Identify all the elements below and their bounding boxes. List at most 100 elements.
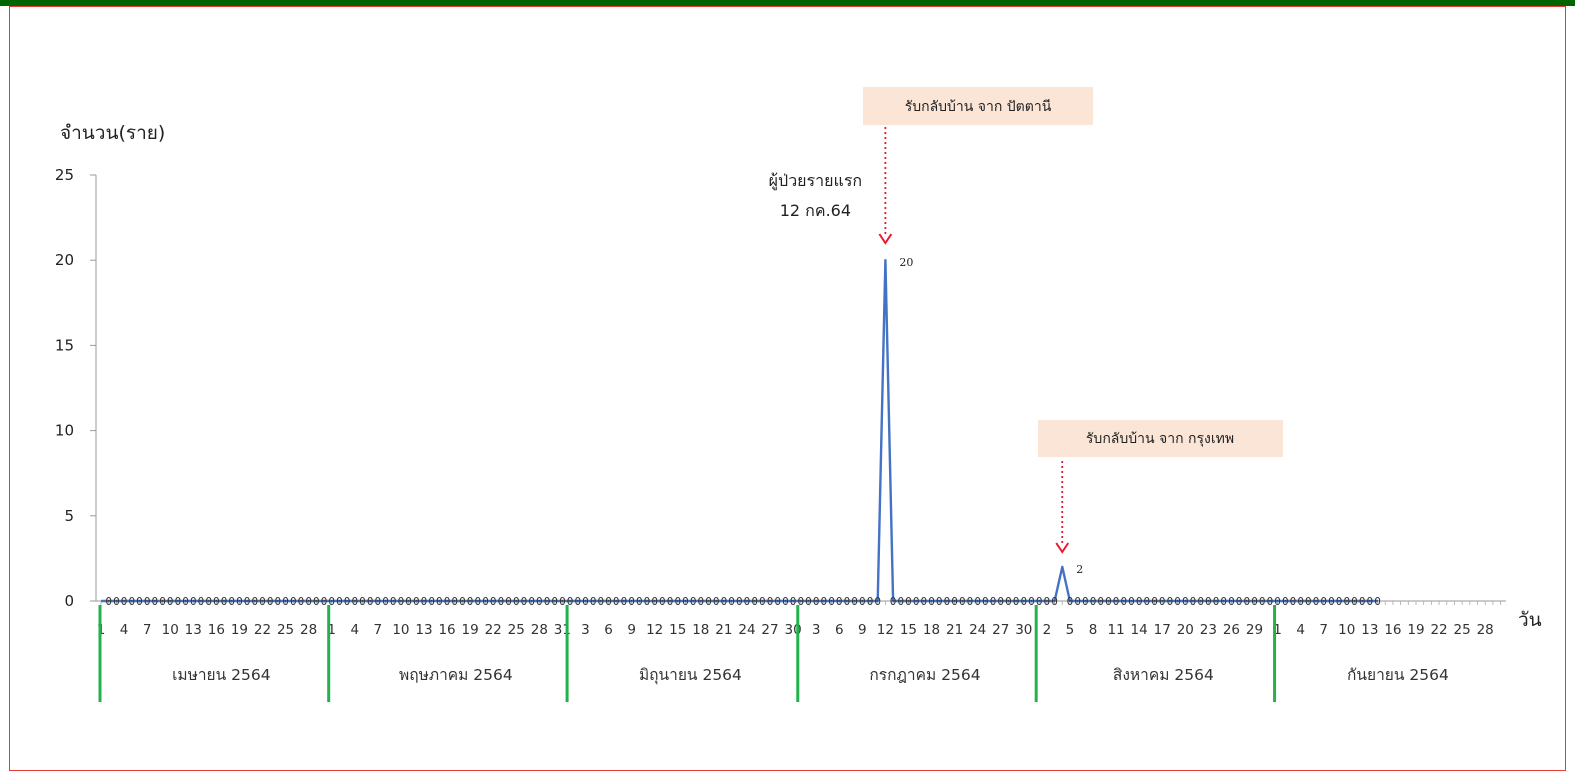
zero-label: 0 — [890, 595, 897, 608]
y-tick-label: 15 — [55, 336, 74, 354]
x-tick-label: 23 — [1200, 622, 1217, 638]
zero-label: 0 — [1082, 595, 1089, 608]
zero-label: 0 — [874, 595, 881, 608]
zero-label: 0 — [136, 595, 143, 608]
zero-label: 0 — [1343, 595, 1350, 608]
zero-label: 0 — [536, 595, 543, 608]
x-tick-label: 16 — [208, 622, 225, 638]
x-tick-label: 5 — [1066, 622, 1075, 638]
x-tick-label: 22 — [254, 622, 271, 638]
x-tick-label: 28 — [531, 622, 548, 638]
zero-label: 0 — [759, 595, 766, 608]
zero-label: 0 — [1236, 595, 1243, 608]
y-tick-label: 5 — [64, 507, 74, 525]
zero-label: 0 — [1167, 595, 1174, 608]
zero-label: 0 — [1128, 595, 1135, 608]
x-tick-label: 11 — [1107, 622, 1124, 638]
zero-label: 0 — [1320, 595, 1327, 608]
series-layer: 20 2 — [101, 256, 1378, 603]
x-tick-label: 3 — [812, 622, 821, 638]
zero-label: 0 — [359, 595, 366, 608]
zero-label: 0 — [1120, 595, 1127, 608]
zero-label: 0 — [451, 595, 458, 608]
zero-label: 0 — [436, 595, 443, 608]
zero-label: 0 — [990, 595, 997, 608]
zero-label: 0 — [251, 595, 258, 608]
data-label: 20 — [899, 256, 913, 269]
x-tick-label: 24 — [738, 622, 755, 638]
zero-label: 0 — [567, 595, 574, 608]
zero-label: 0 — [267, 595, 274, 608]
x-tick-label: 18 — [923, 622, 940, 638]
x-tick-label: 22 — [1430, 622, 1447, 638]
zero-label: 0 — [797, 595, 804, 608]
x-tick-label: 16 — [438, 622, 455, 638]
x-tick-label: 30 — [1015, 622, 1032, 638]
top-bar — [0, 0, 1575, 6]
zero-label: 0 — [928, 595, 935, 608]
zero-label: 0 — [582, 595, 589, 608]
month-label: พฤษภาคม 2564 — [399, 666, 513, 684]
zero-label: 0 — [336, 595, 343, 608]
arrow-head-bangkok — [1055, 542, 1070, 554]
zero-label: 0 — [1067, 595, 1074, 608]
zero-label: 0 — [828, 595, 835, 608]
x-tick-label: 7 — [143, 622, 152, 638]
x-tick-label: 19 — [1407, 622, 1424, 638]
x-tick-label: 9 — [627, 622, 636, 638]
zero-label: 0 — [1144, 595, 1151, 608]
x-tick-label: 4 — [1296, 622, 1305, 638]
zero-label: 0 — [205, 595, 212, 608]
x-tick-label: 17 — [1154, 622, 1171, 638]
x-tick-label: 22 — [485, 622, 502, 638]
zero-label: 0 — [598, 595, 605, 608]
zero-label: 0 — [1305, 595, 1312, 608]
x-tick-label: 28 — [1477, 622, 1494, 638]
zero-label: 0 — [213, 595, 220, 608]
zero-label: 0 — [628, 595, 635, 608]
x-tick-label: 1 — [327, 622, 336, 638]
axes — [95, 175, 1506, 602]
zero-label: 0 — [590, 595, 597, 608]
x-axis-title: วัน — [1518, 609, 1542, 631]
zero-label: 0 — [1013, 595, 1020, 608]
zero-label: 0 — [305, 595, 312, 608]
zero-label: 0 — [621, 595, 628, 608]
zero-label: 0 — [190, 595, 197, 608]
zero-label: 0 — [159, 595, 166, 608]
x-tick-label: 4 — [350, 622, 359, 638]
month-label: มิถุนายน 2564 — [639, 666, 742, 685]
x-tick-label: 4 — [120, 622, 129, 638]
zero-label: 0 — [521, 595, 528, 608]
x-tick-label: 13 — [415, 622, 432, 638]
x-tick-label: 7 — [1319, 622, 1328, 638]
zero-label: 0 — [1028, 595, 1035, 608]
zero-label: 0 — [1220, 595, 1227, 608]
x-tick-label: 12 — [646, 622, 663, 638]
x-tick-label: 25 — [1454, 622, 1471, 638]
zero-label: 0 — [721, 595, 728, 608]
zero-label: 0 — [1367, 595, 1374, 608]
zero-label: 0 — [1097, 595, 1104, 608]
zero-label: 0 — [559, 595, 566, 608]
x-tick-label: 13 — [1361, 622, 1378, 638]
zero-label: 0 — [682, 595, 689, 608]
zero-label: 0 — [144, 595, 151, 608]
zero-label: 0 — [474, 595, 481, 608]
zero-label: 0 — [997, 595, 1004, 608]
x-tick-label: 19 — [462, 622, 479, 638]
zero-label: 0 — [913, 595, 920, 608]
month-bands: เมษายน 2564 พฤษภาคม 2564 มิถุนายน 2564 กรกฎ… — [98, 605, 1449, 702]
zero-label: 0 — [128, 595, 135, 608]
zero-label: 0 — [498, 595, 505, 608]
arrow-head-pattani — [878, 233, 893, 245]
zero-label: 0 — [574, 595, 581, 608]
zero-label: 0 — [528, 595, 535, 608]
x-tick-label: 10 — [1338, 622, 1355, 638]
y-axis-ticks: 0 5 10 15 20 25 — [55, 166, 96, 610]
first-patient-note: ผู้ป่วยรายแรก — [769, 171, 862, 191]
zero-label: 0 — [228, 595, 235, 608]
zero-label: 0 — [421, 595, 428, 608]
zero-label: 0 — [1051, 595, 1058, 608]
